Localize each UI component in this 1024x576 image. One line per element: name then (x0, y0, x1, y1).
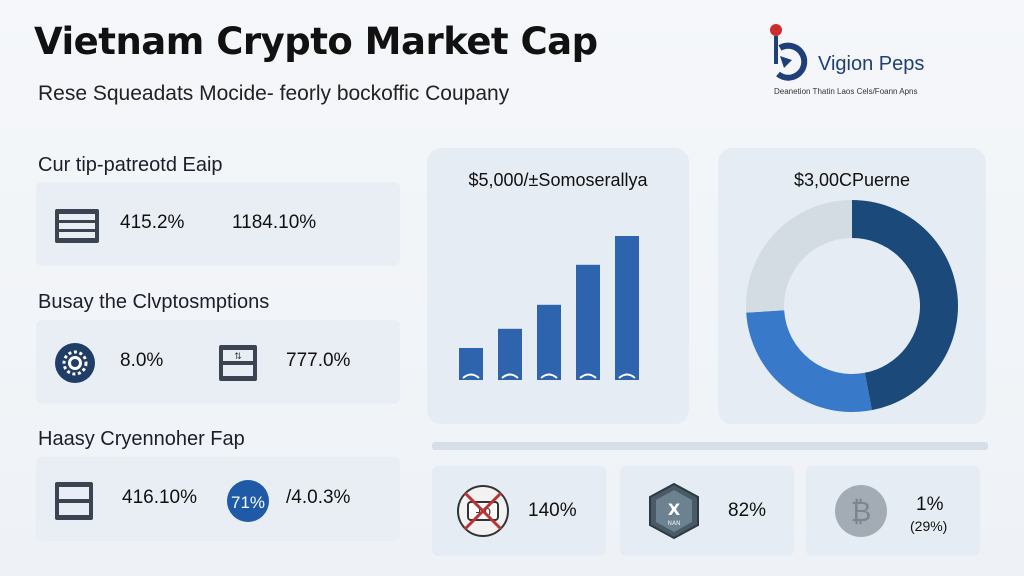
svg-text:⇅: ⇅ (234, 352, 242, 362)
no-sign-coin-icon: +0 (457, 485, 509, 537)
metric-value: 415.2% (120, 212, 185, 233)
hexagon-x-icon: X NAN (649, 482, 699, 540)
badge-text: 71% (231, 493, 265, 512)
coin-text: X (668, 500, 681, 519)
chart-title: $3,00CPuerne (793, 170, 911, 190)
donut-chart-panel: $3,00CPuerne (718, 148, 986, 424)
metric-value: /4.0.3% (286, 487, 351, 508)
gear-icon (55, 343, 95, 383)
brand-logo: Vigion Peps Deanetion Thatin Laos Cels/F… (766, 20, 966, 100)
coin-subtext: NAN (667, 520, 680, 527)
metric-card: 415.2% 1184.10% (36, 182, 400, 266)
page-title: Vietnam Crypto Market Cap (34, 20, 598, 63)
stat-card: ₿ 1% (29%) (806, 466, 980, 556)
donut-slice (852, 200, 958, 411)
bitcoin-coin-icon: ₿ (835, 485, 887, 537)
donut-slice (746, 200, 852, 313)
metric-value: 416.10% (122, 487, 198, 508)
bar-base-mark (501, 373, 519, 379)
server-rack-icon (55, 482, 93, 520)
stat-subvalue: (29%) (910, 518, 948, 534)
percent-badge-icon: 71% (227, 480, 269, 522)
bar-base-mark (618, 373, 636, 379)
metric-value: 1184.10% (232, 212, 317, 233)
divider (432, 442, 988, 450)
server-rack-icon: ⇅ (219, 345, 257, 381)
bar (615, 236, 639, 380)
chart-title: $5,000/±Somoserallya (468, 170, 648, 190)
stat-card: X NAN 82% (620, 466, 794, 556)
section-label: Busay the Clvptosmptions (38, 291, 270, 313)
stat-card: +0 140% (432, 466, 606, 556)
stat-value: 82% (728, 500, 767, 521)
server-rack-icon (55, 209, 99, 243)
stat-value: 140% (528, 500, 577, 521)
logo-tagline: Deanetion Thatin Laos Cels/Foann Apns (774, 87, 918, 96)
logo-name: Vigion Peps (818, 53, 925, 75)
bar (498, 328, 522, 380)
bar-base-mark (540, 373, 558, 379)
bar-chart (459, 236, 639, 380)
stat-value: 1% (916, 494, 944, 515)
logo-mark-icon (770, 24, 808, 81)
metric-card: 8.0% ⇅ 777.0% (36, 320, 400, 404)
donut-chart (746, 200, 958, 412)
coin-text: ₿ (851, 495, 872, 528)
bar-base-mark (462, 373, 480, 379)
bar (576, 264, 600, 380)
bar-chart-panel: $5,000/±Somoserallya (427, 148, 689, 424)
page-subtitle: Rese Squeadats Mocide- feorly bockoffic … (38, 82, 510, 105)
metric-card: 416.10% 71% /4.0.3% (36, 457, 400, 541)
bar-base-mark (579, 373, 597, 379)
donut-slice (746, 310, 872, 412)
section-label: Cur tip-patreotd Eaip (38, 154, 223, 176)
metric-value: 8.0% (120, 350, 164, 371)
metric-value: 777.0% (286, 350, 351, 371)
bar (537, 304, 561, 380)
section-label: Haasy Cryennoher Fap (38, 428, 245, 450)
